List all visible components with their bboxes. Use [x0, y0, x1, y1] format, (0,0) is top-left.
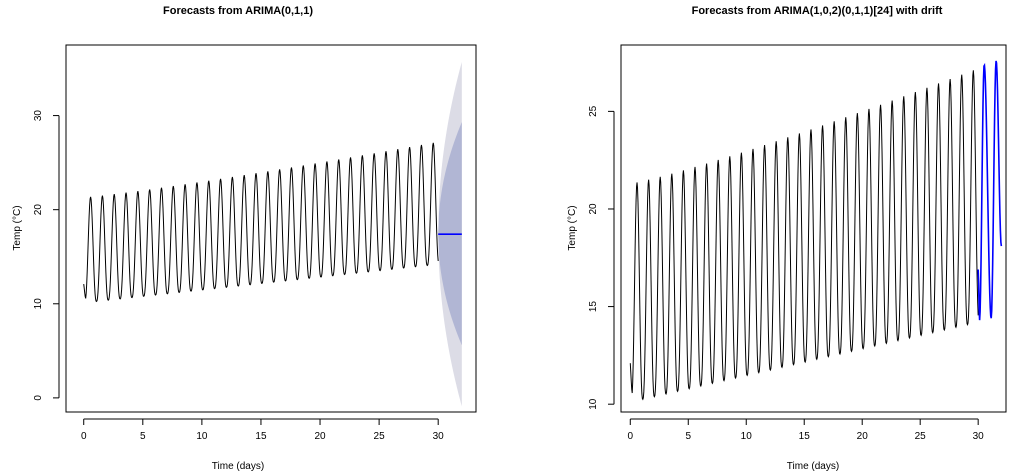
- right-forecast-series-line: [977, 60, 1003, 321]
- left-chart-title: Forecasts from ARIMA(0,1,1): [163, 5, 313, 17]
- right-x-tick-label: 25: [915, 431, 927, 442]
- left-x-tick-label: 5: [140, 431, 146, 442]
- right-y-axis-label: Temp (°C): [567, 205, 578, 250]
- left-chart-panel: Forecasts from ARIMA(0,1,1) 0 5 10 15 20 25 30…: [12, 5, 477, 472]
- right-observed-series-line: [629, 70, 979, 401]
- left-x-tick-label: 10: [196, 431, 208, 442]
- left-x-tick-label: 20: [314, 431, 326, 442]
- left-x-axis: 0 5 10 15 20 25 30: [81, 418, 445, 442]
- left-y-axis: 0 10 20 30: [33, 110, 60, 401]
- left-x-tick-label: 30: [433, 431, 445, 442]
- left-x-tick-label: 15: [255, 431, 267, 442]
- left-y-tick-label: 20: [33, 204, 44, 216]
- right-y-tick-label: 20: [588, 203, 599, 215]
- right-x-axis: 0 5 10 15 20 25 30: [627, 418, 985, 442]
- left-y-tick-label: 10: [33, 298, 44, 310]
- right-y-tick-label: 10: [588, 398, 599, 410]
- left-observed-series-line: [83, 142, 439, 303]
- right-x-tick-label: 20: [857, 431, 869, 442]
- left-x-axis-label: Time (days): [212, 461, 264, 472]
- right-y-tick-label: 25: [588, 105, 599, 117]
- left-x-tick-label: 0: [81, 431, 87, 442]
- left-y-tick-label: 0: [33, 395, 44, 401]
- right-chart-title: Forecasts from ARIMA(1,0,2)(0,1,1)[24] w…: [692, 5, 943, 17]
- right-x-tick-label: 30: [973, 431, 985, 442]
- right-plot-frame: [620, 44, 1007, 413]
- right-x-tick-label: 0: [627, 431, 633, 442]
- left-y-tick-label: 30: [33, 110, 44, 122]
- left-chart-marks: [83, 61, 462, 407]
- right-x-tick-label: 10: [741, 431, 753, 442]
- right-x-tick-label: 5: [685, 431, 691, 442]
- right-chart-marks: [629, 60, 1003, 401]
- right-y-axis: 10 15 20 25: [588, 105, 615, 410]
- right-chart-panel: Forecasts from ARIMA(1,0,2)(0,1,1)[24] w…: [567, 5, 1007, 472]
- right-x-axis-label: Time (days): [787, 461, 839, 472]
- left-y-axis-label: Temp (°C): [12, 205, 23, 250]
- right-x-tick-label: 15: [799, 431, 811, 442]
- left-x-tick-label: 25: [374, 431, 386, 442]
- right-y-tick-label: 15: [588, 301, 599, 313]
- left-plot-frame: [65, 44, 477, 413]
